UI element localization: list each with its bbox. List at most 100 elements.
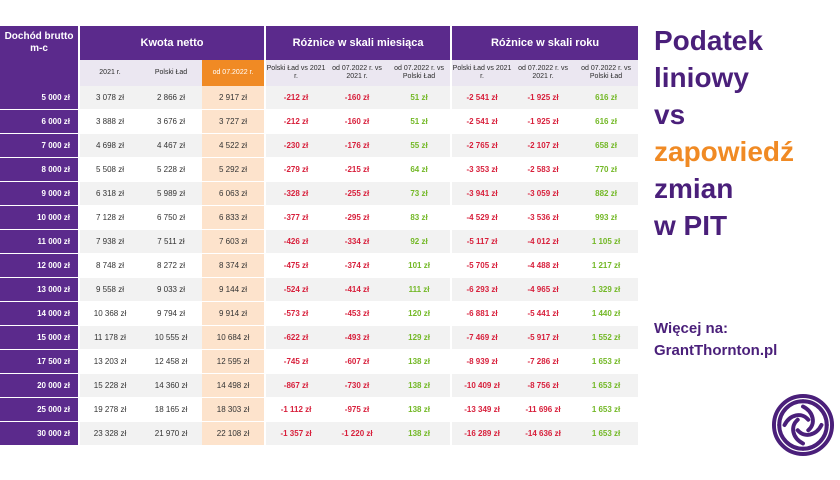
income-cell: 7 000 zł — [0, 134, 78, 158]
value-cell: 1 552 zł — [574, 326, 639, 350]
value-cell: 3 676 zł — [140, 110, 202, 134]
table-row: 6 000 zł 3 888 zł 3 676 zł 3 727 zł -212 zł -… — [0, 110, 639, 134]
value-cell: -230 zł — [264, 134, 327, 158]
value-cell: -1 925 zł — [512, 110, 575, 134]
table-row: 12 000 zł 8 748 zł 8 272 zł 8 374 zł -475 zł… — [0, 254, 639, 278]
value-cell: 64 zł — [388, 158, 451, 182]
value-cell: -8 939 zł — [450, 350, 513, 374]
value-cell: 11 178 zł — [78, 326, 140, 350]
value-cell: -328 zł — [264, 182, 327, 206]
value-cell: -6 293 zł — [450, 278, 513, 302]
value-cell: 4 522 zł — [202, 134, 265, 158]
income-cell: 10 000 zł — [0, 206, 78, 230]
value-cell: -11 696 zł — [512, 398, 575, 422]
value-cell: 6 318 zł — [78, 182, 140, 206]
value-cell: -573 zł — [264, 302, 327, 326]
value-cell: 23 328 zł — [78, 422, 140, 446]
value-cell: 770 zł — [574, 158, 639, 182]
header-row-groups: Dochód brutto m-c Kwota netto Różnice w … — [0, 26, 639, 60]
side-title-line: Podatek — [654, 25, 763, 56]
value-cell: 6 833 zł — [202, 206, 265, 230]
value-cell: 19 278 zł — [78, 398, 140, 422]
value-cell: 18 303 zł — [202, 398, 265, 422]
value-cell: 7 938 zł — [78, 230, 140, 254]
value-cell: -10 409 zł — [450, 374, 513, 398]
value-cell: 616 zł — [574, 110, 639, 134]
income-cell: 11 000 zł — [0, 230, 78, 254]
value-cell: -212 zł — [264, 110, 327, 134]
grant-thornton-swirl-icon — [771, 393, 835, 457]
side-title-line: liniowy — [654, 62, 749, 93]
income-cell: 6 000 zł — [0, 110, 78, 134]
header-group-year: Różnice w skali roku — [450, 26, 639, 60]
value-cell: -3 536 zł — [512, 206, 575, 230]
subheader-netto-polski-lad: Polski Ład — [140, 60, 202, 86]
value-cell: 14 498 zł — [202, 374, 265, 398]
value-cell: 8 748 zł — [78, 254, 140, 278]
value-cell: 1 440 zł — [574, 302, 639, 326]
value-cell: 15 228 zł — [78, 374, 140, 398]
value-cell: 6 750 zł — [140, 206, 202, 230]
value-cell: -2 107 zł — [512, 134, 575, 158]
more-link[interactable]: GrantThornton.pl — [654, 342, 778, 359]
value-cell: -426 zł — [264, 230, 327, 254]
more-label: Więcej na: — [654, 320, 729, 337]
value-cell: 8 272 zł — [140, 254, 202, 278]
table-row: 10 000 zł 7 128 zł 6 750 zł 6 833 zł -377 zł… — [0, 206, 639, 230]
side-title-line: zmian — [654, 173, 734, 204]
table-row: 17 500 zł 13 203 zł 12 458 zł 12 595 zł -745… — [0, 350, 639, 374]
value-cell: -745 zł — [264, 350, 327, 374]
value-cell: 1 217 zł — [574, 254, 639, 278]
value-cell: 1 653 zł — [574, 350, 639, 374]
value-cell: 5 292 zł — [202, 158, 265, 182]
value-cell: 993 zł — [574, 206, 639, 230]
value-cell: 616 zł — [574, 86, 639, 110]
value-cell: 7 128 zł — [78, 206, 140, 230]
income-cell: 17 500 zł — [0, 350, 78, 374]
value-cell: 10 684 zł — [202, 326, 265, 350]
value-cell: 14 360 zł — [140, 374, 202, 398]
subheader-netto-07-2022: od 07.2022 r. — [202, 60, 265, 86]
value-cell: -16 289 zł — [450, 422, 513, 446]
value-cell: 83 zł — [388, 206, 451, 230]
value-cell: 138 zł — [388, 374, 451, 398]
value-cell: 3 888 zł — [78, 110, 140, 134]
table-row: 14 000 zł 10 368 zł 9 794 zł 9 914 zł -573 z… — [0, 302, 639, 326]
value-cell: -7 469 zł — [450, 326, 513, 350]
value-cell: -4 012 zł — [512, 230, 575, 254]
pit-comparison-table-wrap: Dochód brutto m-c Kwota netto Różnice w … — [0, 26, 639, 446]
value-cell: 3 727 zł — [202, 110, 265, 134]
income-cell: 30 000 zł — [0, 422, 78, 446]
value-cell: -4 488 zł — [512, 254, 575, 278]
value-cell: -453 zł — [326, 302, 389, 326]
subheader-year-07-vs-pl: od 07.2022 r. vs Polski Ład — [574, 60, 639, 86]
value-cell: -5 117 zł — [450, 230, 513, 254]
value-cell: 9 033 zł — [140, 278, 202, 302]
income-cell: 20 000 zł — [0, 374, 78, 398]
income-cell: 8 000 zł — [0, 158, 78, 182]
value-cell: -975 zł — [326, 398, 389, 422]
value-cell: 2 917 zł — [202, 86, 265, 110]
value-cell: -524 zł — [264, 278, 327, 302]
value-cell: 9 914 zł — [202, 302, 265, 326]
value-cell: 5 989 zł — [140, 182, 202, 206]
value-cell: -1 220 zł — [326, 422, 389, 446]
value-cell: -1 357 zł — [264, 422, 327, 446]
value-cell: -3 059 zł — [512, 182, 575, 206]
value-cell: 18 165 zł — [140, 398, 202, 422]
value-cell: -334 zł — [326, 230, 389, 254]
table-row: 20 000 zł 15 228 zł 14 360 zł 14 498 zł -867… — [0, 374, 639, 398]
value-cell: -622 zł — [264, 326, 327, 350]
value-cell: -7 286 zł — [512, 350, 575, 374]
value-cell: 3 078 zł — [78, 86, 140, 110]
value-cell: 7 603 zł — [202, 230, 265, 254]
value-cell: 12 458 zł — [140, 350, 202, 374]
income-cell: 13 000 zł — [0, 278, 78, 302]
value-cell: -215 zł — [326, 158, 389, 182]
pit-comparison-table: Dochód brutto m-c Kwota netto Różnice w … — [0, 26, 639, 446]
table-row: 11 000 zł 7 938 zł 7 511 zł 7 603 zł -426 zł… — [0, 230, 639, 254]
value-cell: 8 374 zł — [202, 254, 265, 278]
value-cell: 22 108 zł — [202, 422, 265, 446]
value-cell: 51 zł — [388, 110, 451, 134]
value-cell: -160 zł — [326, 86, 389, 110]
